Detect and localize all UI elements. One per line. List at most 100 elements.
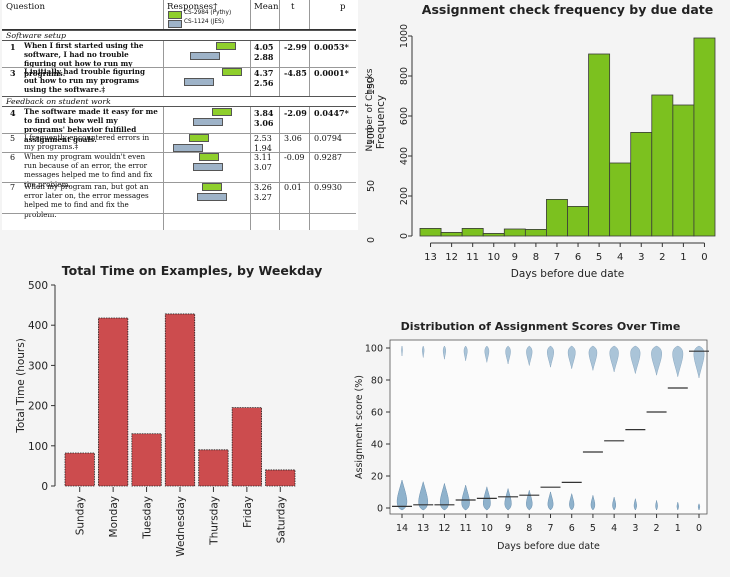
boxplot-jes bbox=[196, 193, 227, 201]
violin-upper-9 bbox=[505, 345, 511, 365]
violin-lower-0 bbox=[697, 502, 701, 511]
column-divider bbox=[309, 0, 310, 230]
bar-9 bbox=[503, 228, 526, 237]
x-tick-label: Sunday bbox=[75, 496, 87, 535]
bar-13 bbox=[419, 227, 442, 237]
y-tick-label: 20 bbox=[371, 472, 383, 483]
bar-10 bbox=[482, 232, 505, 237]
boxplot-pythy bbox=[188, 134, 209, 142]
bar-5 bbox=[588, 53, 611, 237]
violin-lower-12 bbox=[439, 483, 449, 511]
mean-pythy: 4.37 bbox=[254, 68, 274, 78]
x-tick-label: 8 bbox=[533, 252, 539, 263]
x-tick-label: 5 bbox=[596, 252, 602, 263]
x-tick-label: 5 bbox=[590, 523, 596, 534]
question-text: When my program wouldn't even run becaus… bbox=[24, 152, 153, 189]
question-text: I initially had trouble figuring out how… bbox=[24, 67, 146, 95]
chart-check-frequency: Assignment check frequency by due date 0 2… bbox=[358, 0, 730, 285]
x-tick-label: Thursday bbox=[208, 496, 220, 546]
x-tick-label: 1 bbox=[675, 523, 681, 534]
mean-jes: 3.27 bbox=[254, 193, 272, 202]
mean-jes: 3.06 bbox=[254, 118, 274, 128]
x-tick-label: 12 bbox=[445, 252, 458, 263]
violin-upper-8 bbox=[526, 345, 533, 366]
bar-7 bbox=[546, 198, 568, 237]
row-divider bbox=[2, 133, 356, 134]
bar-12 bbox=[440, 231, 463, 237]
header-divider bbox=[2, 29, 356, 30]
p-value: 0.9287 bbox=[314, 153, 342, 162]
violin-upper-10 bbox=[484, 345, 490, 363]
row-divider bbox=[2, 67, 356, 68]
bar-11 bbox=[461, 227, 484, 237]
header-mean: Mean bbox=[254, 2, 279, 12]
x-tick-label: 1 bbox=[680, 252, 686, 263]
boxplot-pythy bbox=[201, 183, 222, 191]
t-value: -0.09 bbox=[284, 153, 305, 162]
x-tick-label: 9 bbox=[512, 252, 518, 263]
violin-lower-11 bbox=[461, 485, 470, 511]
question-text: When I first started using the software,… bbox=[24, 41, 144, 78]
x-tick-label: 11 bbox=[466, 252, 479, 263]
x-tick-label: 7 bbox=[554, 252, 560, 263]
mean-pythy: 2.53 bbox=[254, 134, 272, 143]
x-tick-label: 13 bbox=[417, 523, 429, 534]
row-number: 7 bbox=[10, 183, 16, 192]
y-tick-label: 600 bbox=[399, 107, 410, 125]
bar-wednesday bbox=[164, 313, 196, 487]
y-tick-label: 800 bbox=[399, 67, 410, 85]
violin-lower-5 bbox=[590, 495, 596, 511]
violin-lower-4 bbox=[612, 496, 617, 511]
chart-title: Distribution of Assignment Scores Over T… bbox=[401, 320, 681, 333]
chart-weekday-time: Total Time on Examples, by Weekday 0 100 20… bbox=[15, 263, 323, 557]
y-tick-label: 0 bbox=[377, 504, 383, 515]
chart-score-distribution: Distribution of Assignment Scores Over T… bbox=[354, 320, 709, 552]
question-text: When my program ran, but got an error la… bbox=[24, 182, 149, 219]
x-tick-label: 0 bbox=[701, 252, 707, 263]
t-value: 3.06 bbox=[284, 134, 302, 143]
boxplot-pythy bbox=[221, 68, 242, 76]
mean-pythy: 3.26 bbox=[254, 183, 272, 192]
bar-saturday bbox=[265, 469, 296, 487]
x-tick-label: 8 bbox=[526, 523, 532, 534]
x-tick-label: 13 bbox=[424, 252, 437, 263]
row-number: 4 bbox=[10, 108, 16, 118]
y-tick-label: 200 bbox=[399, 187, 410, 205]
boxplot-pythy bbox=[215, 42, 236, 50]
violin-lower-7 bbox=[547, 491, 554, 511]
violin-upper-2 bbox=[651, 345, 662, 376]
x-tick-label: 3 bbox=[638, 252, 644, 263]
y-outer-tick-label: 100 bbox=[366, 127, 377, 145]
section-software-setup: Software setup bbox=[2, 30, 356, 41]
y-tick-label: 80 bbox=[371, 376, 383, 387]
x-tick-label: 6 bbox=[575, 252, 581, 263]
violin-lower-14 bbox=[396, 479, 408, 511]
chart-title: Total Time on Examples, by Weekday bbox=[62, 263, 323, 278]
legend-label: CS-2984 (Pythy) bbox=[184, 10, 232, 16]
y-outer-tick-label: 150 bbox=[366, 77, 377, 95]
boxplot-jes bbox=[193, 163, 224, 171]
boxplot-jes bbox=[189, 52, 220, 60]
x-tick-label: 4 bbox=[611, 523, 617, 534]
y-tick-label: 200 bbox=[28, 401, 48, 413]
x-tick-label: 4 bbox=[617, 252, 623, 263]
x-axis-label: Days before due date bbox=[497, 541, 600, 552]
violin-upper-12 bbox=[442, 345, 446, 360]
violin-lower-1 bbox=[676, 502, 679, 511]
y-tick-label: 1000 bbox=[399, 24, 410, 48]
row-divider bbox=[2, 182, 356, 183]
header-responses: Responses† bbox=[167, 2, 218, 12]
y-axis-label: Frequency bbox=[375, 95, 387, 149]
row-number: 5 bbox=[10, 134, 16, 143]
x-tick-label: Saturday bbox=[275, 496, 287, 543]
x-tick-label: Tuesday bbox=[142, 496, 154, 540]
column-divider bbox=[250, 0, 251, 230]
bar-2 bbox=[651, 94, 674, 237]
column-divider bbox=[279, 0, 280, 230]
survey-table: Question Responses† Mean t p CS-2984 (Pythy) C… bbox=[2, 0, 358, 230]
question-text: I frequently encountered errors in my pr… bbox=[24, 133, 150, 152]
mean-pythy: 4.05 bbox=[254, 42, 274, 52]
mean-jes: 3.07 bbox=[254, 163, 272, 172]
p-value: 0.9930 bbox=[314, 183, 342, 192]
y-tick-label: 100 bbox=[365, 344, 383, 355]
